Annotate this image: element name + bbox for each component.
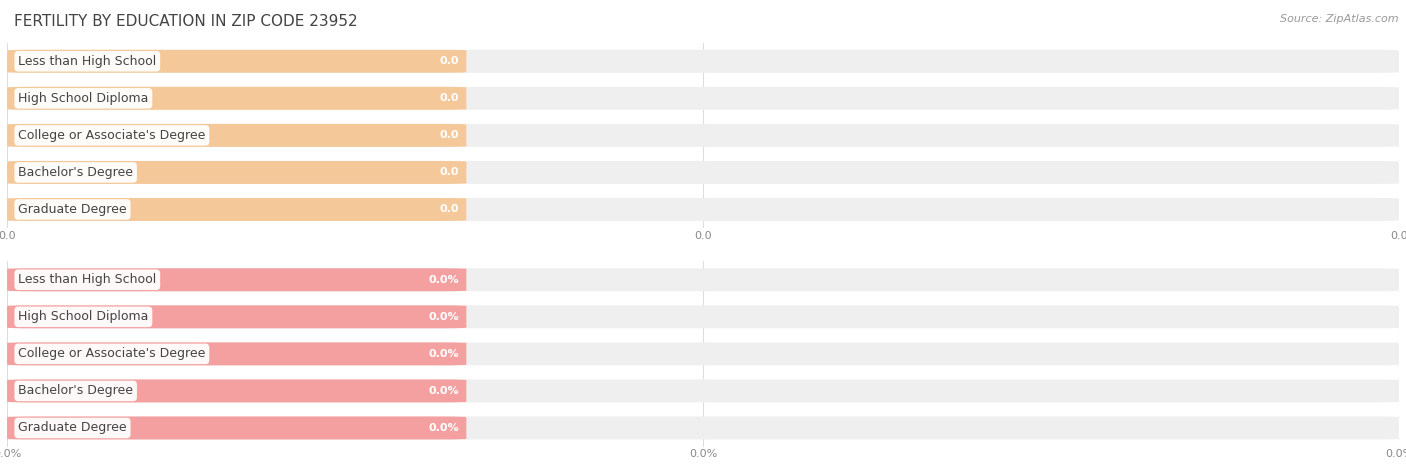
Text: 0.0: 0.0	[440, 56, 460, 66]
FancyBboxPatch shape	[7, 305, 467, 328]
FancyBboxPatch shape	[7, 87, 467, 110]
Text: High School Diploma: High School Diploma	[18, 92, 149, 105]
FancyBboxPatch shape	[7, 161, 1399, 184]
Text: Bachelor's Degree: Bachelor's Degree	[18, 384, 134, 398]
Text: Source: ZipAtlas.com: Source: ZipAtlas.com	[1281, 14, 1399, 24]
FancyBboxPatch shape	[7, 342, 1399, 365]
FancyBboxPatch shape	[7, 417, 1399, 439]
FancyBboxPatch shape	[7, 198, 1399, 221]
FancyBboxPatch shape	[7, 380, 467, 402]
FancyBboxPatch shape	[7, 124, 467, 147]
Text: 0.0: 0.0	[440, 204, 460, 215]
Text: 0.0: 0.0	[440, 130, 460, 141]
FancyBboxPatch shape	[7, 342, 467, 365]
FancyBboxPatch shape	[7, 417, 467, 439]
FancyBboxPatch shape	[7, 198, 467, 221]
Text: 0.0%: 0.0%	[429, 423, 460, 433]
FancyBboxPatch shape	[7, 268, 1399, 291]
Text: College or Associate's Degree: College or Associate's Degree	[18, 347, 205, 361]
FancyBboxPatch shape	[7, 380, 1399, 402]
Text: College or Associate's Degree: College or Associate's Degree	[18, 129, 205, 142]
Text: 0.0: 0.0	[440, 93, 460, 104]
FancyBboxPatch shape	[7, 50, 1399, 73]
Text: 0.0%: 0.0%	[429, 275, 460, 285]
Text: Bachelor's Degree: Bachelor's Degree	[18, 166, 134, 179]
Text: FERTILITY BY EDUCATION IN ZIP CODE 23952: FERTILITY BY EDUCATION IN ZIP CODE 23952	[14, 14, 357, 29]
FancyBboxPatch shape	[7, 87, 1399, 110]
Text: Graduate Degree: Graduate Degree	[18, 203, 127, 216]
FancyBboxPatch shape	[7, 124, 1399, 147]
FancyBboxPatch shape	[7, 305, 1399, 328]
Text: Graduate Degree: Graduate Degree	[18, 421, 127, 435]
FancyBboxPatch shape	[7, 50, 467, 73]
Text: 0.0%: 0.0%	[429, 349, 460, 359]
Text: High School Diploma: High School Diploma	[18, 310, 149, 323]
Text: 0.0%: 0.0%	[429, 386, 460, 396]
FancyBboxPatch shape	[7, 161, 467, 184]
Text: Less than High School: Less than High School	[18, 55, 156, 68]
Text: 0.0: 0.0	[440, 167, 460, 178]
FancyBboxPatch shape	[7, 268, 467, 291]
Text: Less than High School: Less than High School	[18, 273, 156, 286]
Text: 0.0%: 0.0%	[429, 312, 460, 322]
